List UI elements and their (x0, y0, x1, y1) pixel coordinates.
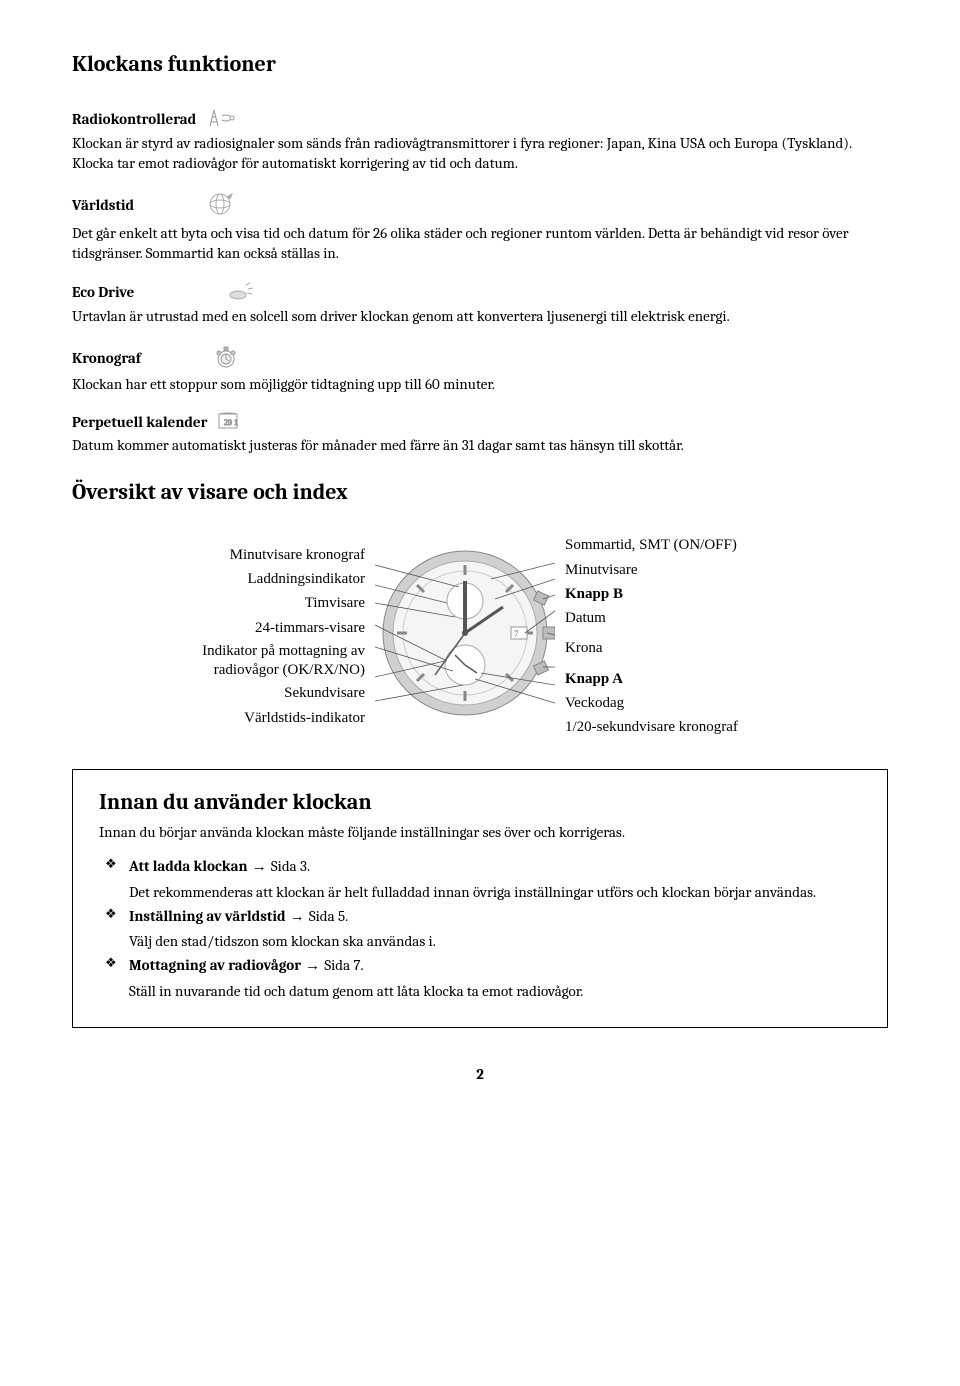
list-item: Mottagning av radiovågor → Sida 7. (129, 955, 861, 976)
section-title: Perpetuell kalender (72, 413, 207, 431)
label-datum: Datum (565, 608, 825, 628)
section-title: Kronograf (72, 349, 141, 367)
list-item: Att ladda klockan → Sida 3. (129, 856, 861, 877)
list-item: Inställning av världstid → Sida 5. (129, 906, 861, 927)
box-heading: Innan du använder klockan (99, 788, 861, 818)
box-bullet-list: Att ladda klockan → Sida 3. Det rekommen… (99, 856, 861, 1001)
label-krona: Krona (565, 638, 825, 658)
section-eco-drive: Eco Drive Urtavlan är utrustad med en so… (72, 281, 888, 327)
list-item-sub: Ställ in nuvarande tid och datum genom a… (129, 981, 861, 1001)
globe-icon (207, 191, 235, 222)
section-body: Klockan har ett stoppur som möjliggör ti… (72, 374, 888, 394)
svg-text:29 1: 29 1 (224, 418, 238, 427)
label-indikator-mottagning: Indikator på mottagning av radiovågor (O… (135, 642, 365, 680)
label-varldstids-indikator: Världstids-indikator (135, 708, 365, 728)
calendar-icon: 29 1 (217, 412, 241, 435)
list-item-sub: Välj den stad/tidszon som klockan ska an… (129, 931, 861, 951)
overview-heading: Översikt av visare och index (72, 478, 888, 508)
box-intro: Innan du börjar använda klockan måste fö… (99, 822, 861, 842)
section-body: Klockan är styrd av radiosignaler som sä… (72, 133, 888, 174)
label-sekundvisare: Sekundvisare (135, 683, 365, 703)
label-veckodag: Veckodag (565, 693, 825, 713)
label-1-20-sekundvisare: 1/20-sekundvisare kronograf (565, 717, 825, 737)
label-knapp-b: Knapp B (565, 584, 825, 604)
watch-illustration: 7 (375, 543, 555, 729)
section-title: Eco Drive (72, 283, 134, 301)
label-sommartid: Sommartid, SMT (ON/OFF) (565, 535, 825, 555)
section-body: Datum kommer automatiskt justeras för må… (72, 435, 888, 455)
stopwatch-icon (214, 345, 238, 374)
section-varldstid: Världstid Det går enkelt att byta och vi… (72, 191, 888, 263)
diagram-right-labels: Sommartid, SMT (ON/OFF) Minutvisare Knap… (565, 531, 825, 741)
date-window-text: 7 (514, 629, 519, 639)
label-minutvisare-kronograf: Minutvisare kronograf (135, 545, 365, 565)
radio-tower-icon (204, 108, 238, 133)
section-kronograf: Kronograf Klockan har ett stoppur som mö… (72, 345, 888, 395)
watch-diagram: Minutvisare kronograf Laddningsindikator… (72, 531, 888, 741)
section-body: Det går enkelt att byta och visa tid och… (72, 223, 888, 264)
page-title: Klockans funktioner (72, 50, 888, 80)
page-number: 2 (72, 1064, 888, 1084)
section-title: Radiokontrollerad (72, 110, 196, 128)
label-timvisare: Timvisare (135, 593, 365, 613)
label-knapp-a: Knapp A (565, 669, 825, 689)
section-title: Världstid (72, 197, 134, 215)
label-laddningsindikator: Laddningsindikator (135, 569, 365, 589)
section-body: Urtavlan är utrustad med en solcell som … (72, 306, 888, 326)
diagram-left-labels: Minutvisare kronograf Laddningsindikator… (135, 541, 365, 732)
list-item-sub: Det rekommenderas att klockan är helt fu… (129, 882, 861, 902)
solar-icon (228, 281, 258, 306)
label-minutvisare: Minutvisare (565, 560, 825, 580)
before-use-box: Innan du använder klockan Innan du börja… (72, 769, 888, 1027)
section-radiokontrollerad: Radiokontrollerad Klockan är styrd av ra… (72, 108, 888, 174)
section-perpetuell-kalender: Perpetuell kalender 29 1 Datum kommer au… (72, 412, 888, 456)
label-24-timmars-visare: 24-timmars-visare (135, 618, 365, 638)
